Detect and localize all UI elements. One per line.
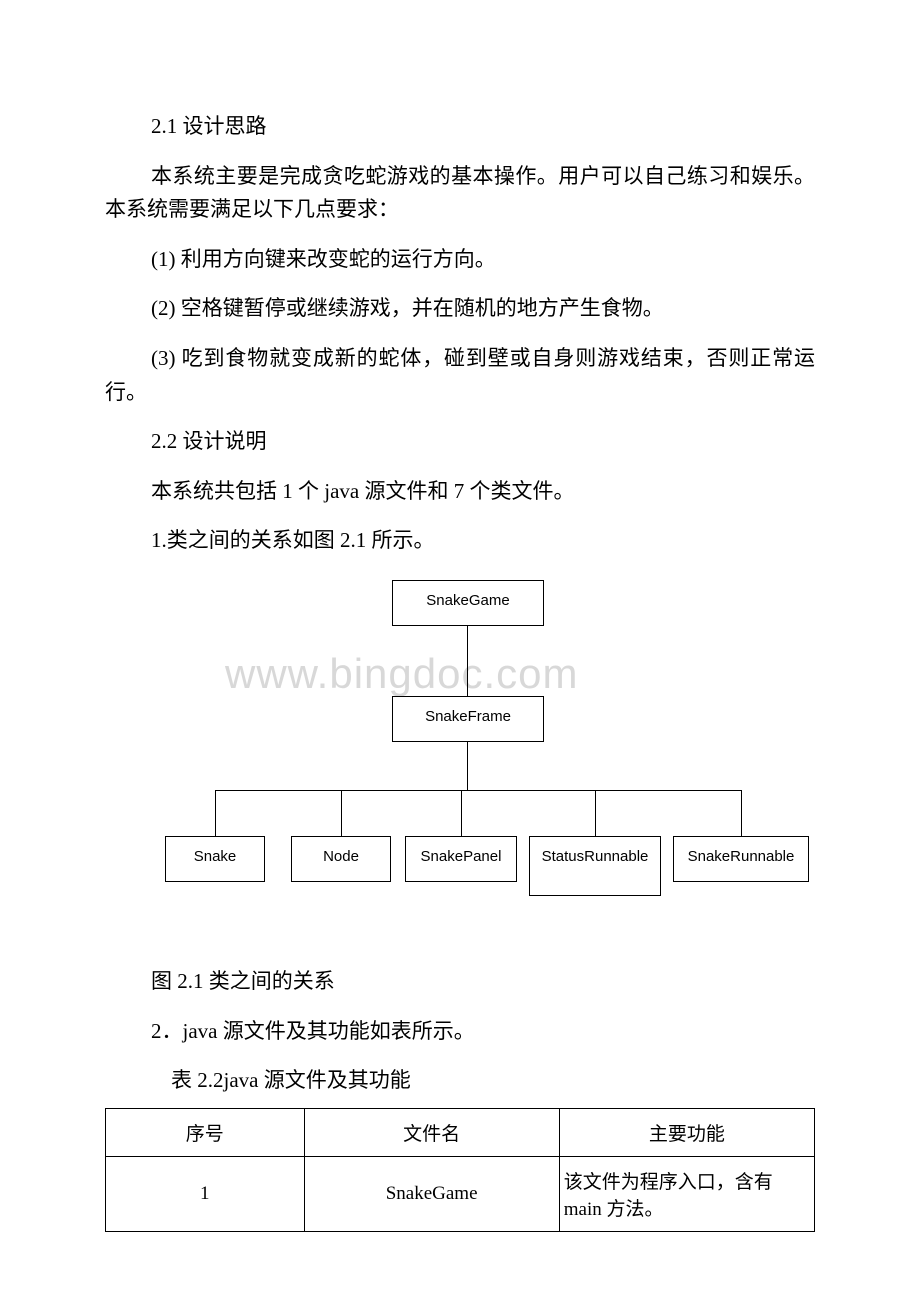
java-files-table: 序号 文件名 主要功能 1 SnakeGame 该文件为程序入口，含有 main… bbox=[105, 1108, 815, 1232]
diagram-node-statusrunnable: StatusRunnable bbox=[529, 836, 661, 896]
diagram-node-snakerunnable: SnakeRunnable bbox=[673, 836, 809, 882]
table-header-row: 序号 文件名 主要功能 bbox=[106, 1108, 815, 1156]
diagram-node-snakeframe: SnakeFrame bbox=[392, 696, 544, 742]
diagram-connector bbox=[467, 626, 468, 696]
watermark-text: www.bingdoc.com bbox=[225, 650, 578, 698]
table-header-function: 主要功能 bbox=[559, 1108, 814, 1156]
section-2-1-paragraph-1: 本系统主要是完成贪吃蛇游戏的基本操作。用户可以自己练习和娱乐。本系统需要满足以下… bbox=[105, 160, 815, 227]
table-header-number: 序号 bbox=[106, 1108, 305, 1156]
section-2-2-paragraph-3: 2．java 源文件及其功能如表所示。 bbox=[151, 1015, 815, 1049]
diagram-connector bbox=[461, 790, 462, 836]
table-row: 1 SnakeGame 该文件为程序入口，含有 main 方法。 bbox=[106, 1156, 815, 1231]
diagram-connector bbox=[215, 790, 216, 836]
table-header-filename: 文件名 bbox=[304, 1108, 559, 1156]
section-2-1-heading: 2.1 设计思路 bbox=[151, 110, 815, 144]
table-cell-filename: SnakeGame bbox=[304, 1156, 559, 1231]
section-2-1-item-1: (1) 利用方向键来改变蛇的运行方向。 bbox=[105, 243, 815, 277]
section-2-2-heading: 2.2 设计说明 bbox=[151, 425, 815, 459]
table-cell-function: 该文件为程序入口，含有 main 方法。 bbox=[559, 1156, 814, 1231]
diagram-connector bbox=[341, 790, 342, 836]
diagram-connector bbox=[741, 790, 742, 836]
diagram-node-node: Node bbox=[291, 836, 391, 882]
diagram-node-snakepanel: SnakePanel bbox=[405, 836, 517, 882]
section-2-1-item-2: (2) 空格键暂停或继续游戏，并在随机的地方产生食物。 bbox=[105, 292, 815, 326]
class-diagram: www.bingdoc.com SnakeGame SnakeFrame Sna… bbox=[105, 580, 815, 935]
section-2-1-item-3: (3) 吃到食物就变成新的蛇体，碰到壁或自身则游戏结束，否则正常运行。 bbox=[105, 342, 815, 409]
table-cell-number: 1 bbox=[106, 1156, 305, 1231]
diagram-node-snake: Snake bbox=[165, 836, 265, 882]
diagram-connector bbox=[595, 790, 596, 836]
diagram-connector-horizontal bbox=[215, 790, 741, 791]
section-2-2-paragraph-1: 本系统共包括 1 个 java 源文件和 7 个类文件。 bbox=[105, 475, 815, 509]
figure-2-1-caption: 图 2.1 类之间的关系 bbox=[151, 965, 815, 999]
section-2-2-paragraph-2: 1.类之间的关系如图 2.1 所示。 bbox=[105, 524, 815, 558]
diagram-node-snakegame: SnakeGame bbox=[392, 580, 544, 626]
diagram-connector bbox=[467, 742, 468, 790]
document-content: 2.1 设计思路 本系统主要是完成贪吃蛇游戏的基本操作。用户可以自己练习和娱乐。… bbox=[105, 110, 815, 1232]
table-2-2-caption: 表 2.2java 源文件及其功能 bbox=[171, 1064, 815, 1098]
